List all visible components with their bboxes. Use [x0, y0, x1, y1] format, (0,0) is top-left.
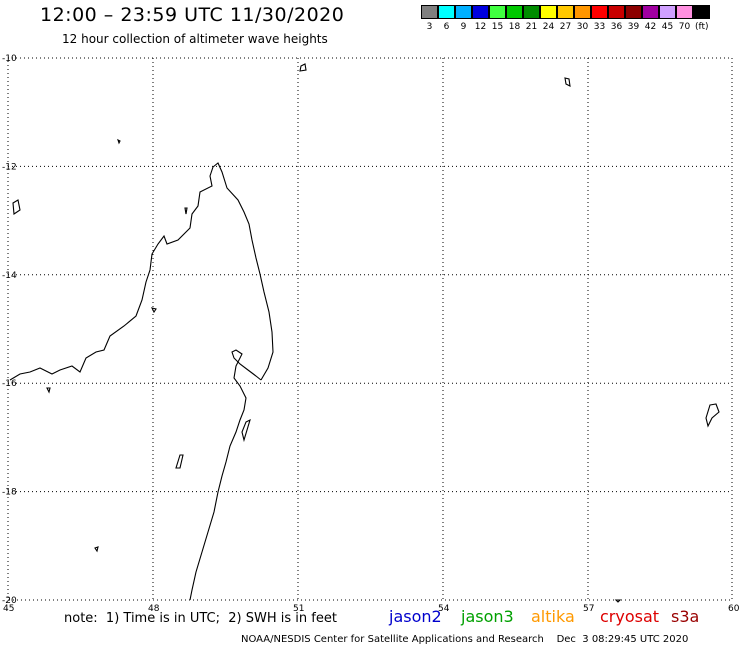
- credit-line: NOAA/NESDIS Center for Satellite Applica…: [241, 634, 689, 645]
- longitude-tick-label: 48: [148, 604, 160, 614]
- longitude-labels: 45 48 51 54 57 60: [3, 604, 740, 614]
- scale-swatch: [438, 5, 455, 19]
- island: [117, 138, 121, 145]
- satellite-label-jason2: jason2: [389, 607, 442, 626]
- coastline: [9, 63, 720, 603]
- scale-label: 70: [678, 22, 691, 32]
- scale-label: 33: [593, 22, 606, 32]
- scale-swatch: [693, 5, 710, 19]
- island: [12, 199, 21, 215]
- longitude-tick-label: 57: [583, 604, 594, 614]
- scale-swatch: [608, 5, 625, 19]
- scale-label: 30: [576, 22, 589, 32]
- madagascar-west-coast: [9, 166, 214, 381]
- satellite-label-s3a: s3a: [671, 607, 700, 626]
- longitude-tick-label: 51: [293, 604, 304, 614]
- madagascar-south-coast: [189, 349, 262, 601]
- latitude-tick-label: -12: [2, 162, 17, 172]
- map-subtitle: 12 hour collection of altimeter wave hei…: [62, 32, 328, 46]
- scale-label: 42: [644, 22, 657, 32]
- scale-swatch: [489, 5, 506, 19]
- madagascar-east-coast: [212, 162, 274, 381]
- scale-swatch: [591, 5, 608, 19]
- latitude-tick-label: -18: [2, 488, 17, 498]
- longitude-tick-label: 45: [3, 604, 14, 614]
- scale-label: 27: [559, 22, 572, 32]
- scale-swatch: [659, 5, 676, 19]
- scale-label: 6: [443, 22, 450, 32]
- scale-label: 36: [610, 22, 623, 32]
- satellite-label-jason3: jason3: [461, 607, 514, 626]
- scale-swatch: [642, 5, 659, 19]
- map-frame: [7, 57, 733, 601]
- map-grid: [8, 58, 732, 600]
- island: [614, 599, 622, 603]
- scale-swatch: [421, 5, 438, 19]
- scale-label: 18: [508, 22, 521, 32]
- map-title: 12:00 – 23:59 UTC 11/30/2020: [40, 4, 345, 26]
- satellite-label-altika: altika: [531, 607, 575, 626]
- scale-unit: (ft): [695, 22, 709, 32]
- wave-height-scale-labels: 3 6 9 12 15 18 21 24 27 30 33 36 39 42 45 70 (ft): [421, 22, 709, 32]
- scale-label: 3: [426, 22, 433, 32]
- units-note: note: 1) Time is in UTC; 2) SWH is in fe…: [64, 611, 337, 626]
- island: [184, 207, 188, 215]
- island: [564, 77, 571, 87]
- island: [175, 454, 184, 469]
- island: [299, 63, 307, 72]
- island: [150, 307, 157, 314]
- scale-swatch: [540, 5, 557, 19]
- longitude-tick-label: 60: [728, 604, 740, 614]
- latitude-tick-label: -20: [2, 596, 17, 606]
- scale-swatch: [455, 5, 472, 19]
- scale-swatch: [625, 5, 642, 19]
- island: [94, 546, 99, 553]
- island: [705, 403, 720, 428]
- scale-label: 15: [491, 22, 504, 32]
- satellite-label-cryosat: cryosat: [600, 607, 660, 626]
- scale-swatch: [676, 5, 693, 19]
- scale-swatch: [523, 5, 540, 19]
- island: [241, 418, 251, 443]
- latitude-tick-label: -16: [2, 379, 17, 389]
- scale-label: 9: [460, 22, 467, 32]
- scale-swatch: [472, 5, 489, 19]
- scale-label: 39: [627, 22, 640, 32]
- scale-swatch: [557, 5, 574, 19]
- latitude-tick-label: -14: [2, 271, 17, 281]
- latitude-tick-label: -10: [2, 54, 17, 64]
- scale-label: 24: [542, 22, 555, 32]
- scale-label: 12: [474, 22, 487, 32]
- wave-height-color-scale: [421, 5, 710, 19]
- scale-label: 45: [661, 22, 674, 32]
- scale-swatch: [506, 5, 523, 19]
- latitude-labels: -10 -12 -14 -16 -18 -20: [2, 54, 17, 606]
- scale-label: 21: [525, 22, 538, 32]
- island: [46, 387, 51, 394]
- scale-swatch: [574, 5, 591, 19]
- longitude-tick-label: 54: [438, 604, 450, 614]
